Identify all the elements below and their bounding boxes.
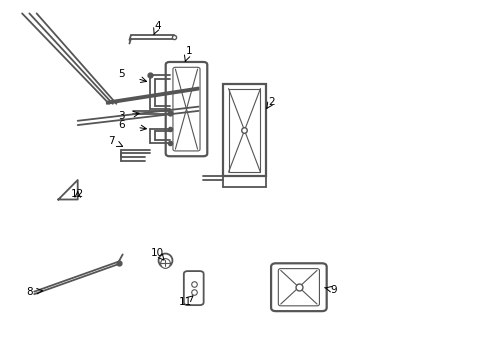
Text: 7: 7	[108, 136, 115, 146]
Text: 10: 10	[151, 248, 163, 258]
Text: 3: 3	[118, 111, 124, 121]
Bar	[228, 89, 260, 172]
Text: 5: 5	[118, 69, 124, 79]
Text: 4: 4	[154, 21, 161, 31]
Text: 9: 9	[330, 285, 337, 295]
Text: 11: 11	[179, 297, 192, 307]
Text: 1: 1	[185, 46, 192, 56]
Text: 2: 2	[267, 97, 274, 107]
Bar	[223, 84, 265, 176]
Text: 6: 6	[118, 120, 124, 130]
Text: 8: 8	[26, 287, 33, 297]
Text: 12: 12	[71, 189, 84, 199]
